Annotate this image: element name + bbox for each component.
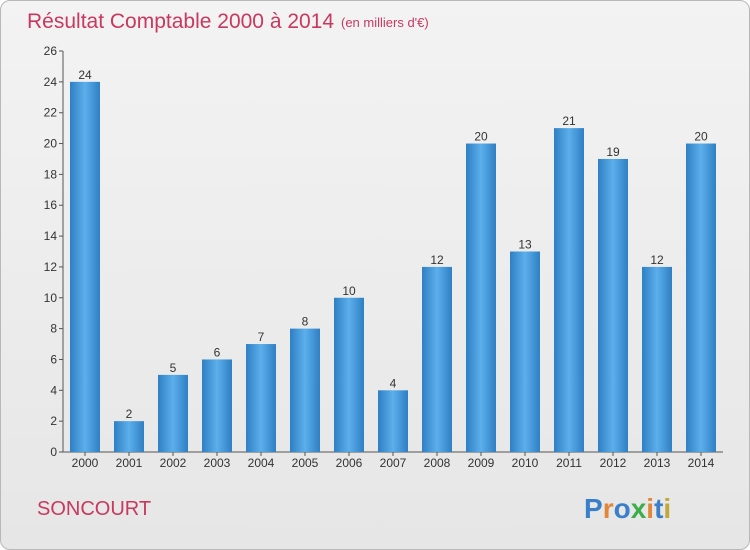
bars: 24 2 5 6 7 8 10 4 12 20 13 21 19 12 20 (70, 68, 716, 453)
value-label-2012: 19 (606, 145, 620, 159)
y-tick-label: 12 (44, 260, 58, 274)
logo-letter: i (663, 493, 671, 524)
bar-2000 (70, 81, 100, 452)
x-tick-label-2014: 2014 (688, 456, 715, 470)
x-tick-label-2003: 2003 (204, 456, 231, 470)
y-tick-label: 6 (50, 352, 57, 366)
bar-2012 (598, 158, 628, 452)
x-tick-label-2006: 2006 (336, 456, 363, 470)
bar-2010 (510, 251, 540, 452)
chart-title: Résultat Comptable 2000 à 2014 (27, 10, 334, 33)
y-tick-label: 22 (44, 106, 58, 120)
chart-subtitle: (en milliers d'€) (341, 15, 429, 30)
y-tick-label: 20 (44, 137, 58, 151)
y-tick-label: 16 (44, 198, 58, 212)
bar-2007 (378, 390, 408, 452)
y-tick-label: 18 (44, 167, 58, 181)
x-tick-label-2001: 2001 (116, 456, 143, 470)
y-tick-label: 2 (50, 414, 57, 428)
x-tick-label-2005: 2005 (292, 456, 319, 470)
bar-2004 (246, 344, 276, 452)
bar-2011 (554, 128, 584, 452)
proxiti-logo: Proxiti (584, 493, 671, 524)
bar-2008 (422, 266, 452, 452)
value-label-2008: 12 (430, 253, 444, 267)
x-tick-label-2010: 2010 (512, 456, 539, 470)
y-tick-label: 14 (44, 229, 58, 243)
x-tick-label-2008: 2008 (424, 456, 451, 470)
value-label-2006: 10 (342, 284, 356, 298)
logo-letter: o (614, 493, 631, 524)
bar-2006 (334, 297, 364, 452)
value-label-2000: 24 (78, 68, 92, 82)
value-label-2005: 8 (302, 315, 309, 329)
value-label-2001: 2 (126, 407, 133, 421)
x-tick-label-2004: 2004 (248, 456, 275, 470)
value-label-2014: 20 (694, 130, 708, 144)
x-tick-label-2013: 2013 (644, 456, 671, 470)
location-label: SONCOURT (37, 498, 151, 520)
logo-letter: t (654, 493, 663, 524)
bar-2013 (642, 266, 672, 452)
y-tick-label: 0 (50, 445, 57, 459)
y-tick-label: 4 (50, 383, 57, 397)
y-tick-label: 24 (44, 75, 58, 89)
value-label-2002: 5 (170, 361, 177, 375)
value-label-2013: 12 (650, 253, 664, 267)
logo-letter: x (631, 493, 647, 524)
logo-letter: r (603, 493, 614, 524)
x-tick-label-2009: 2009 (468, 456, 495, 470)
bar-2005 (290, 328, 320, 452)
x-ticks: 2000 2001 2002 2003 2004 2005 2006 2007 2008 2009… (72, 452, 715, 470)
x-tick-label-2007: 2007 (380, 456, 407, 470)
bar-2002 (158, 374, 188, 452)
bar-2014 (686, 143, 716, 453)
bar-2001 (114, 421, 144, 452)
x-tick-label-2002: 2002 (160, 456, 187, 470)
value-label-2007: 4 (390, 376, 397, 390)
x-tick-label-2000: 2000 (72, 456, 99, 470)
y-tick-label: 26 (44, 44, 58, 58)
value-label-2003: 6 (214, 345, 221, 359)
value-label-2010: 13 (518, 238, 532, 252)
value-label-2011: 21 (562, 114, 576, 128)
bar-2009 (466, 143, 496, 453)
x-tick-label-2012: 2012 (600, 456, 627, 470)
bar-2003 (202, 359, 232, 452)
x-tick-label-2011: 2011 (556, 456, 582, 470)
value-label-2004: 7 (258, 330, 265, 344)
y-tick-label: 10 (44, 291, 58, 305)
value-label-2009: 20 (474, 130, 488, 144)
logo-letter: P (584, 493, 603, 524)
y-tick-label: 8 (50, 322, 57, 336)
logo-letter: i (646, 493, 654, 524)
